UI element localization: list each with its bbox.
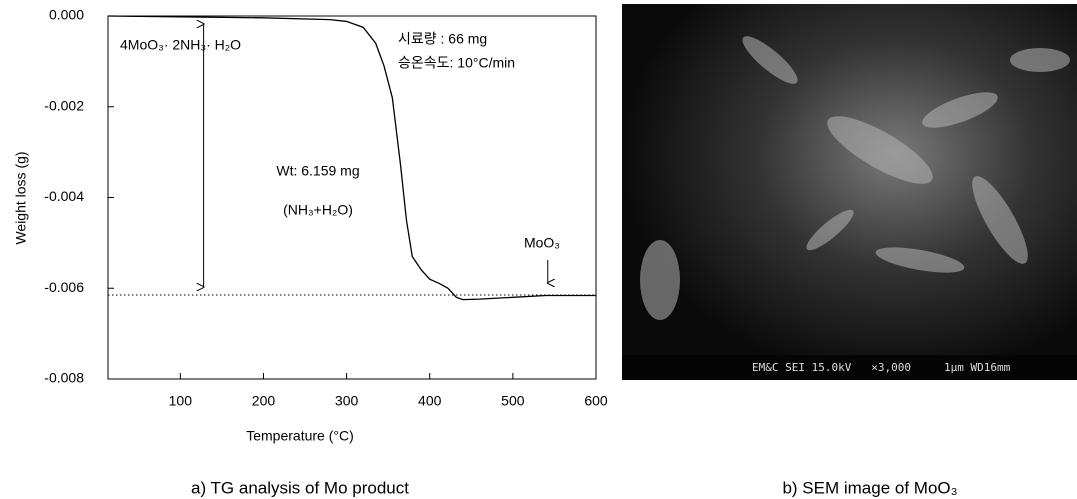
annotation: MoO₃ (524, 235, 560, 251)
caption: b) SEM image of MoO₃ (782, 478, 957, 497)
x-tick-label: 100 (169, 393, 193, 409)
y-axis-label: Weight loss (g) (13, 151, 29, 244)
annotation: 승온속도: 10°C/min (398, 55, 515, 71)
y-tick-label: -0.002 (44, 97, 84, 113)
x-tick-label: 300 (335, 393, 359, 409)
annotation: Wt: 6.159 mg (276, 163, 359, 179)
y-tick-label: -0.006 (44, 279, 84, 295)
sem-image: EM&C SEI 15.0kV ×3,000 1μm WD16mm (622, 4, 1077, 380)
x-tick-label: 200 (252, 393, 276, 409)
x-axis-label: Temperature (°C) (246, 428, 354, 444)
x-tick-label: 400 (418, 393, 442, 409)
annotation: (NH₃+H₂O) (283, 202, 353, 218)
caption: a) TG analysis of Mo product (191, 478, 409, 497)
y-tick-label: -0.004 (44, 188, 84, 204)
x-tick-label: 600 (584, 393, 608, 409)
annotation: 시료량 : 66 mg (398, 31, 487, 47)
annotation: 4MoO₃· 2NH₃· H₂O (120, 37, 241, 53)
sem-info-bar: EM&C SEI 15.0kV ×3,000 1μm WD16mm (752, 361, 1011, 374)
plot-frame (107, 15, 597, 380)
y-tick-label: 0.000 (49, 7, 84, 23)
y-tick-label: -0.008 (44, 370, 84, 386)
x-tick-label: 500 (501, 393, 525, 409)
tg-curve (107, 15, 596, 301)
